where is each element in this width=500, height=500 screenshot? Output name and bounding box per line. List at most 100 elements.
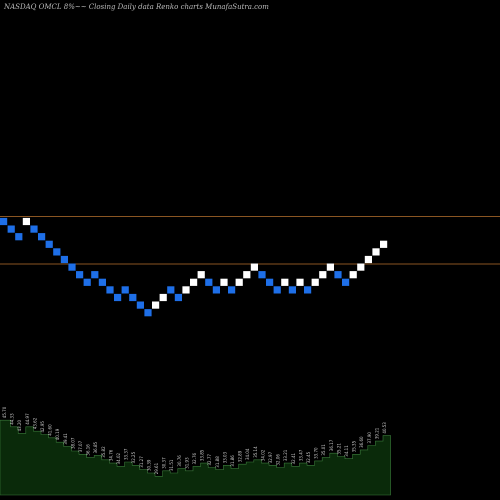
renko-brick (228, 286, 236, 294)
renko-brick (281, 278, 289, 286)
value-label: 32.97 (268, 451, 273, 463)
renko-brick (159, 293, 167, 302)
value-label: 34.02 (260, 449, 265, 461)
renko-brick (266, 278, 274, 286)
value-label: 33.47 (298, 449, 303, 461)
value-label: 35.21 (336, 443, 341, 455)
value-label: 36.60 (359, 436, 364, 448)
renko-brick (334, 271, 342, 279)
value-label: 43.20 (17, 419, 22, 431)
value-label: 30.37 (162, 457, 167, 469)
value-label: 30.39 (146, 459, 151, 471)
renko-brick (311, 278, 319, 286)
renko-brick (304, 286, 312, 294)
value-label: 40.19 (55, 428, 60, 440)
renko-brick (288, 286, 296, 294)
value-label: 32.76 (192, 452, 197, 464)
renko-brick (174, 293, 182, 302)
renko-brick (342, 278, 350, 286)
renko-brick (7, 225, 15, 233)
renko-brick (372, 248, 380, 256)
renko-brick (129, 293, 137, 302)
renko-brick (144, 309, 152, 317)
value-label: 31.88 (215, 456, 220, 468)
value-label: 31.27 (139, 456, 144, 468)
renko-brick (273, 286, 281, 294)
renko-brick (60, 255, 68, 264)
value-label: 39.41 (63, 433, 68, 445)
renko-brick (220, 278, 228, 286)
value-label: 38.07 (70, 437, 75, 449)
renko-brick (114, 293, 122, 302)
value-label: 42.95 (40, 421, 45, 433)
value-label: 45.70 (2, 406, 7, 418)
value-label: 44.33 (10, 413, 15, 425)
renko-brick (83, 278, 91, 286)
renko-brick (243, 271, 251, 279)
value-label: 33.85 (200, 449, 205, 461)
renko-brick (136, 301, 144, 309)
value-label: 29.61 (154, 462, 159, 474)
renko-brick (22, 217, 30, 226)
value-label: 44.97 (25, 413, 30, 425)
renko-brick (167, 286, 175, 294)
value-label: 37.90 (367, 432, 372, 444)
value-label: 43.62 (32, 417, 37, 429)
value-label: 31.86 (230, 455, 235, 467)
value-label: 34.76 (108, 449, 113, 461)
value-label: 37.07 (78, 440, 83, 452)
renko-brick (121, 286, 129, 294)
value-label: 40.53 (382, 422, 387, 434)
renko-brick (205, 278, 213, 286)
value-label: 36.16 (86, 444, 91, 456)
renko-brick (326, 263, 334, 271)
renko-brick (15, 233, 23, 241)
value-label: 34.02 (116, 452, 121, 464)
value-label: 36.17 (329, 439, 334, 451)
renko-brick (98, 278, 106, 286)
renko-brick (68, 263, 76, 271)
value-label: 34.11 (344, 445, 349, 457)
value-label: 34.04 (245, 448, 250, 460)
chart-title: NASDAQ OMCL 8%~~ Closing Daily data Renk… (4, 3, 269, 11)
renko-brick (235, 278, 243, 286)
renko-brick (296, 278, 304, 286)
renko-brick (45, 240, 53, 248)
renko-brick (182, 286, 190, 294)
value-label: 35.01 (321, 444, 326, 456)
value-label: 32.25 (131, 451, 136, 463)
value-label: 30.76 (177, 455, 182, 467)
value-label: 35.35 (352, 440, 357, 452)
renko-brick (258, 271, 266, 279)
renko-brick (349, 271, 357, 279)
renko-brick (106, 286, 114, 294)
renko-brick (250, 263, 258, 271)
value-label: 33.21 (283, 449, 288, 461)
renko-brick (91, 271, 99, 279)
renko-brick (30, 225, 38, 233)
renko-brick (190, 278, 198, 286)
renko-brick (38, 233, 46, 241)
value-label: 32.41 (291, 452, 296, 464)
value-label: 32.06 (276, 454, 281, 466)
renko-brick (380, 240, 388, 248)
value-label: 33.03 (222, 451, 227, 463)
renko-brick (212, 286, 220, 294)
value-label: 32.77 (207, 454, 212, 466)
renko-brick (197, 271, 205, 279)
value-label: 39.21 (374, 427, 379, 439)
renko-brick (364, 255, 372, 264)
value-label: 31.93 (184, 457, 189, 469)
value-label: 31.51 (169, 459, 174, 471)
volume-area (0, 419, 391, 496)
value-label: 32.45 (306, 451, 311, 463)
value-label: 35.14 (253, 446, 258, 458)
renko-brick (357, 263, 365, 271)
value-label: 35.82 (101, 446, 106, 458)
value-label: 36.85 (93, 441, 98, 453)
renko-brick (152, 301, 160, 309)
renko-brick (53, 248, 61, 256)
value-label: 33.37 (124, 448, 129, 460)
renko-brick (319, 271, 327, 279)
